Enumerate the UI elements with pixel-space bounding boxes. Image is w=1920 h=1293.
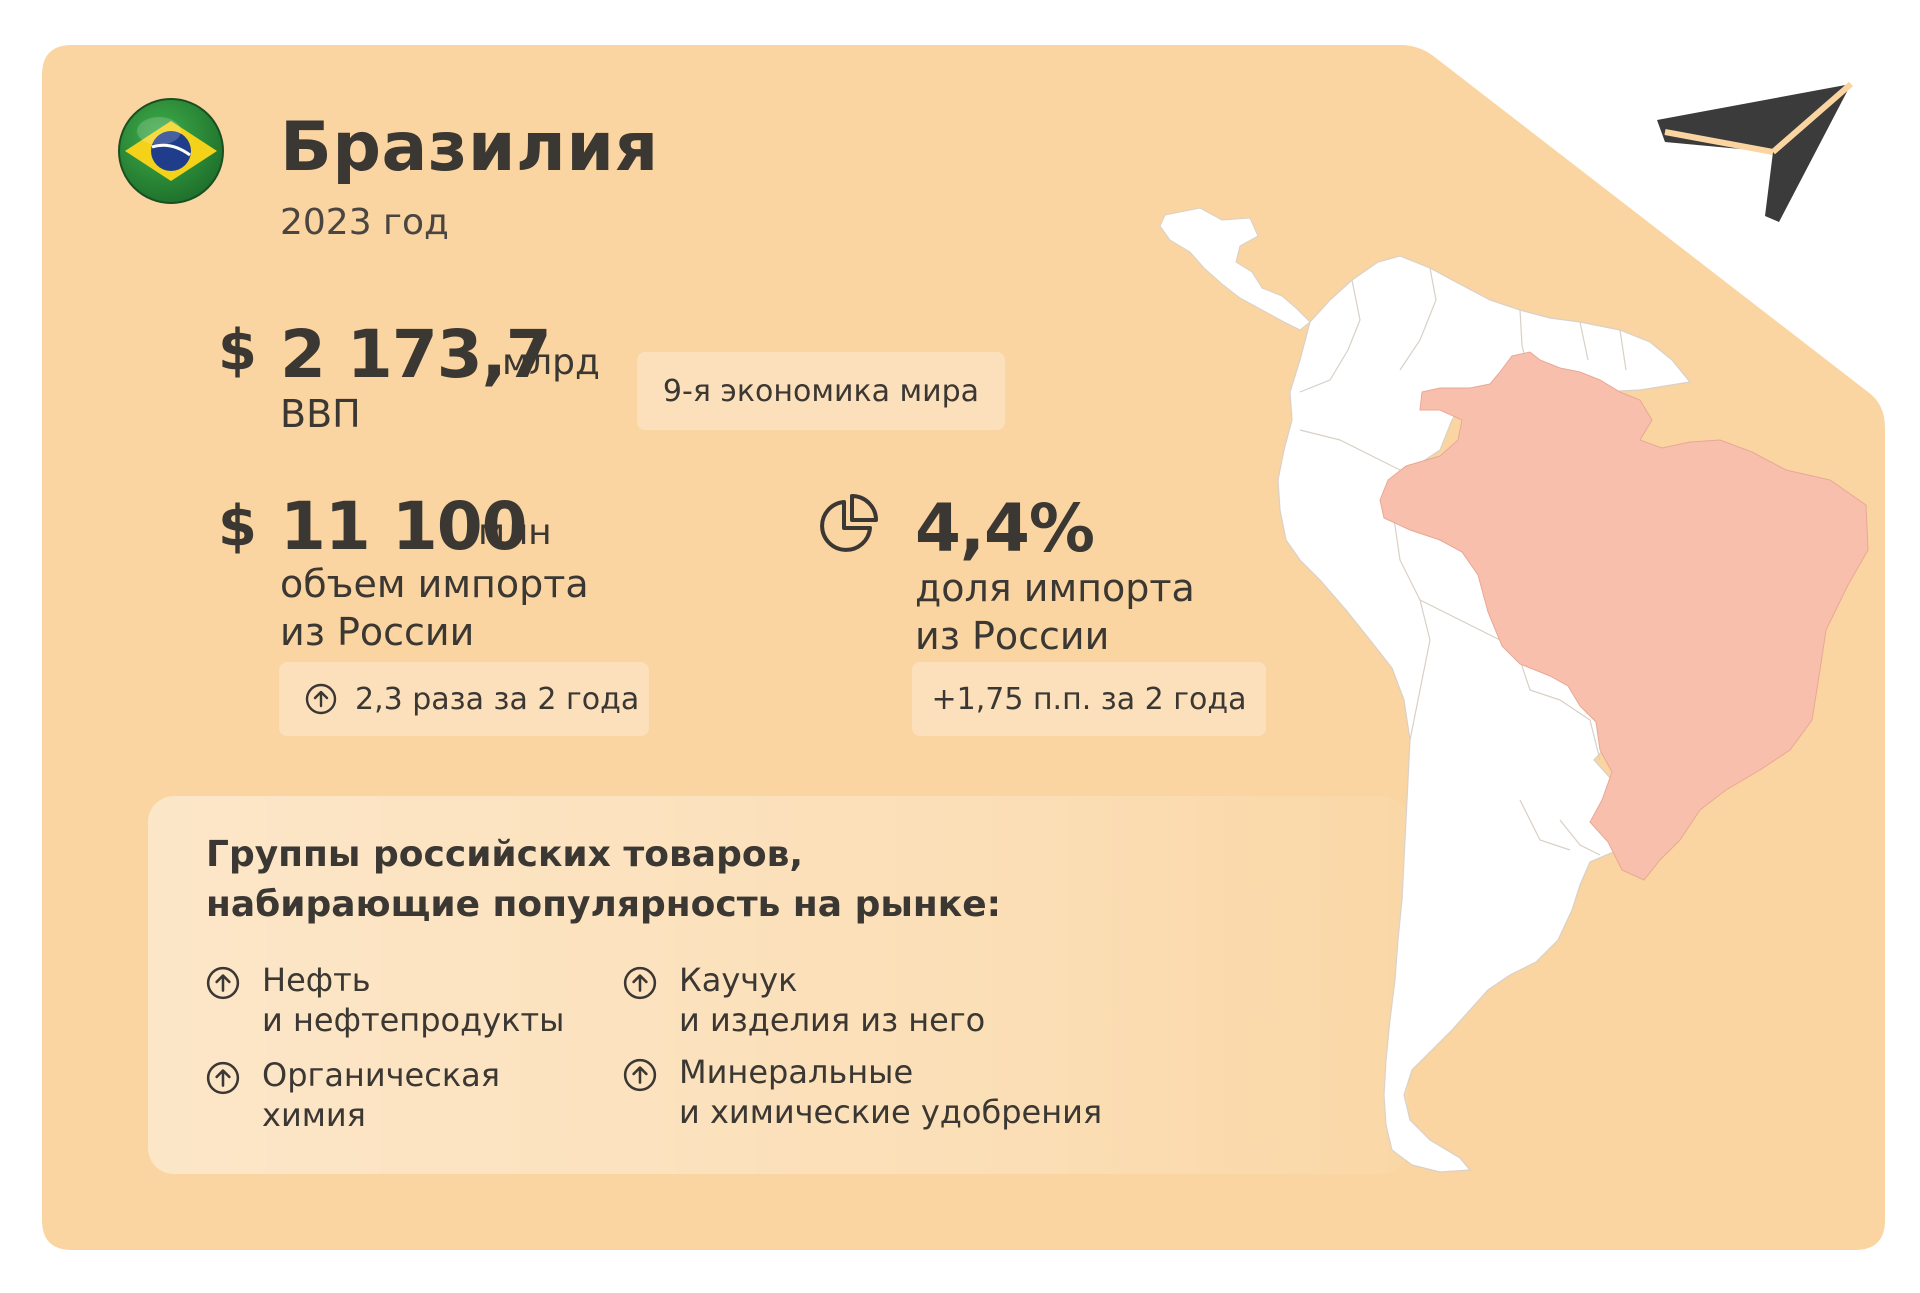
goods-item-line2: и химические удобрения	[679, 1093, 1103, 1131]
goods-item-line2: и нефтепродукты	[262, 1001, 565, 1039]
arrow-up-circle-icon	[305, 683, 337, 715]
paper-plane-logo-icon	[1657, 82, 1853, 222]
gdp-value: 2 173,7	[280, 316, 552, 393]
gdp-label: ВВП	[280, 392, 361, 436]
brazil-flag-icon	[118, 98, 224, 204]
imports-currency: $	[218, 494, 257, 559]
gdp-rank-text: 9-я экономика мира	[662, 373, 980, 409]
goods-item-line1: Нефть	[262, 961, 371, 999]
share-label: доля импорта из России	[915, 564, 1195, 660]
imports-unit: млн	[478, 512, 552, 553]
arrow-up-circle-icon	[623, 966, 657, 1000]
year-label: 2023 год	[280, 202, 449, 243]
arrow-up-circle-icon	[623, 1058, 657, 1092]
goods-item-line2: химия	[262, 1096, 366, 1134]
imports-change-badge: 2,3 раза за 2 года	[279, 662, 649, 736]
brazil-highlight	[1379, 351, 1869, 881]
goods-item: Минеральные и химические удобрения	[623, 1052, 1102, 1132]
goods-item-line1: Минеральные	[679, 1053, 914, 1091]
goods-panel	[148, 796, 1408, 1174]
south-america-map	[1159, 207, 1869, 1173]
imports-label-line1: объем импорта	[280, 562, 589, 606]
imports-label: объем импорта из России	[280, 560, 589, 656]
goods-item-line1: Каучук	[679, 961, 798, 999]
share-change-badge: +1,75 п.п. за 2 года	[912, 662, 1266, 736]
goods-title-line1: Группы российских товаров,	[206, 834, 804, 875]
goods-item-line2: и изделия из него	[679, 1001, 986, 1039]
gdp-currency: $	[218, 318, 257, 383]
goods-item: Органическая химия	[206, 1055, 500, 1135]
share-change-text: +1,75 п.п. за 2 года	[931, 681, 1247, 717]
share-label-line1: доля импорта	[915, 566, 1195, 610]
goods-title-line2: набирающие популярность на рынке:	[206, 884, 1002, 925]
gdp-unit: млрд	[502, 342, 600, 383]
goods-item-line1: Органическая	[262, 1056, 501, 1094]
arrow-up-circle-icon	[206, 966, 240, 1000]
imports-label-line2: из России	[280, 610, 475, 654]
imports-value: 11 100	[280, 488, 528, 565]
goods-panel-title: Группы российских товаров, набирающие по…	[206, 830, 1001, 930]
country-title: Бразилия	[280, 108, 659, 187]
central-america-region	[1159, 207, 1311, 331]
share-value: 4,4%	[915, 490, 1095, 567]
share-label-line2: из России	[915, 614, 1110, 658]
gdp-rank-badge: 9-я экономика мира	[637, 352, 1005, 430]
pie-chart-icon	[820, 494, 878, 552]
goods-item: Нефть и нефтепродукты	[206, 960, 564, 1040]
imports-change-text: 2,3 раза за 2 года	[355, 681, 640, 717]
goods-item: Каучук и изделия из него	[623, 960, 985, 1040]
arrow-up-circle-icon	[206, 1061, 240, 1095]
